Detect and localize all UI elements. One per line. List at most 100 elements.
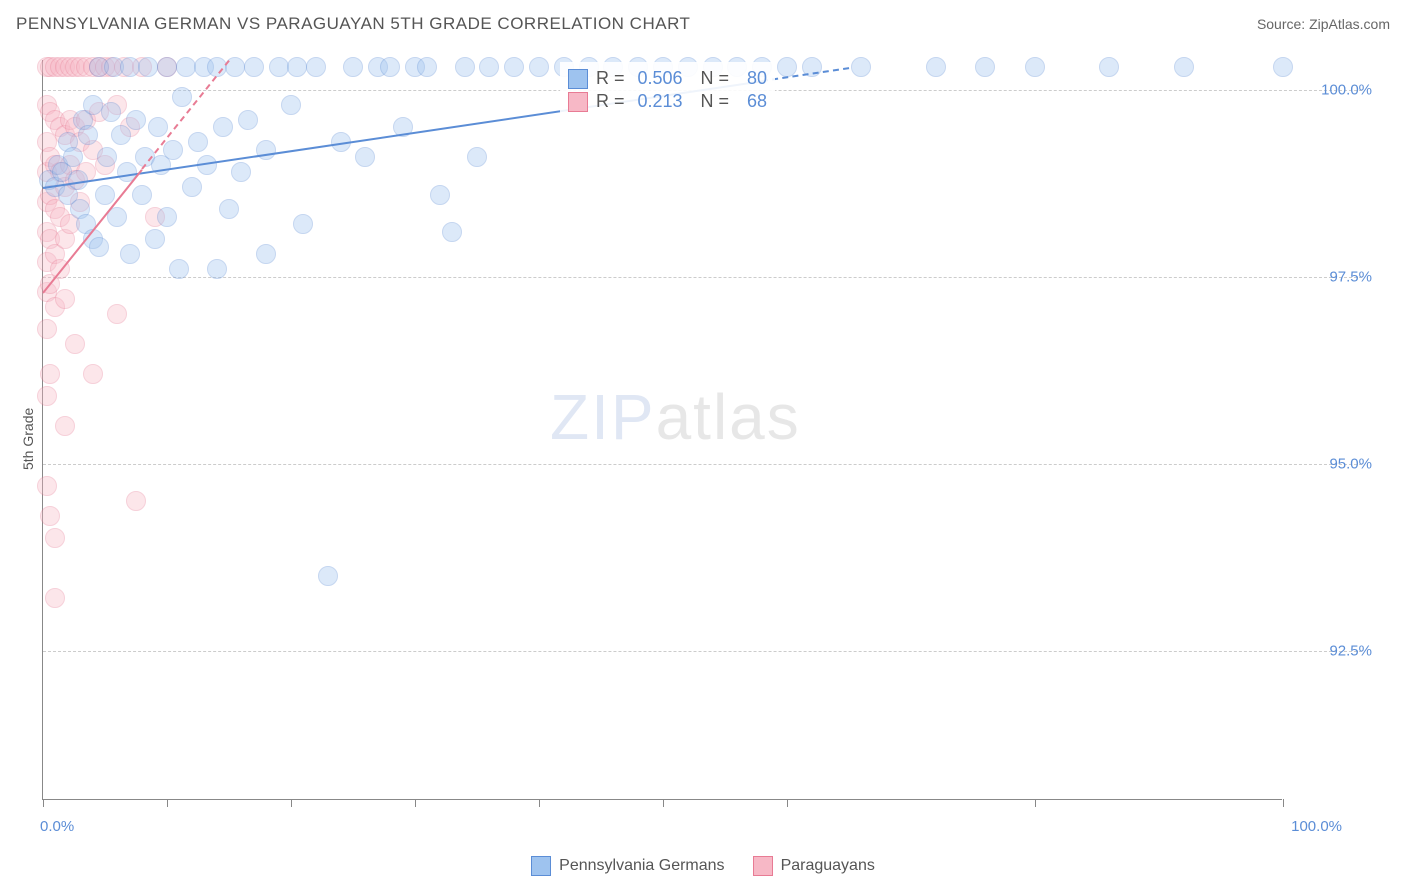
scatter-point: [256, 244, 276, 264]
scatter-point: [182, 177, 202, 197]
scatter-point: [68, 170, 88, 190]
stats-swatch: [568, 92, 588, 112]
scatter-point: [157, 207, 177, 227]
scatter-point: [78, 125, 98, 145]
scatter-point: [157, 57, 177, 77]
scatter-point: [63, 147, 83, 167]
scatter-point: [40, 364, 60, 384]
scatter-point: [176, 57, 196, 77]
scatter-point: [1174, 57, 1194, 77]
stats-row: R =0.213N =68: [568, 91, 767, 112]
scatter-point: [145, 229, 165, 249]
gridline-horizontal: [43, 651, 1362, 652]
stats-r-label: R =: [596, 91, 625, 112]
scatter-point: [213, 117, 233, 137]
legend-label: Pennsylvania Germans: [559, 857, 724, 875]
x-tick: [167, 799, 168, 807]
scatter-point: [132, 185, 152, 205]
scatter-point: [37, 386, 57, 406]
stats-r-label: R =: [596, 68, 625, 89]
scatter-point: [89, 237, 109, 257]
chart-source: Source: ZipAtlas.com: [1257, 16, 1390, 32]
scatter-point: [529, 57, 549, 77]
scatter-point: [45, 528, 65, 548]
scatter-point: [97, 147, 117, 167]
scatter-point: [37, 476, 57, 496]
scatter-point: [169, 259, 189, 279]
scatter-point: [231, 162, 251, 182]
correlation-stats-box: R =0.506N =80R =0.213N =68: [560, 62, 775, 118]
scatter-point: [40, 506, 60, 526]
scatter-point: [55, 289, 75, 309]
x-tick: [1283, 799, 1284, 807]
stats-swatch: [568, 69, 588, 89]
scatter-point: [455, 57, 475, 77]
scatter-point: [120, 57, 140, 77]
scatter-point: [83, 95, 103, 115]
scatter-point: [101, 102, 121, 122]
x-tick: [1035, 799, 1036, 807]
gridline-horizontal: [43, 277, 1362, 278]
scatter-point: [417, 57, 437, 77]
x-tick: [787, 799, 788, 807]
legend-label: Paraguayans: [781, 857, 875, 875]
scatter-point: [238, 110, 258, 130]
scatter-point: [287, 57, 307, 77]
scatter-point: [306, 57, 326, 77]
scatter-point: [281, 95, 301, 115]
x-tick-label: 0.0%: [40, 818, 74, 835]
y-tick-label: 92.5%: [1329, 642, 1372, 659]
y-tick-label: 100.0%: [1321, 81, 1372, 98]
scatter-point: [126, 110, 146, 130]
stats-n-value: 80: [737, 68, 767, 89]
scatter-point: [926, 57, 946, 77]
legend-item: Pennsylvania Germans: [531, 856, 724, 876]
scatter-point: [111, 125, 131, 145]
x-tick-label: 100.0%: [1232, 818, 1342, 835]
scatter-point: [219, 199, 239, 219]
scatter-point: [380, 57, 400, 77]
stats-row: R =0.506N =80: [568, 68, 767, 89]
scatter-point: [188, 132, 208, 152]
scatter-point: [293, 214, 313, 234]
scatter-point: [975, 57, 995, 77]
stats-n-label: N =: [701, 91, 730, 112]
legend-item: Paraguayans: [753, 856, 875, 876]
scatter-point: [172, 87, 192, 107]
scatter-point: [120, 244, 140, 264]
x-tick: [291, 799, 292, 807]
scatter-point: [37, 319, 57, 339]
scatter-point: [126, 491, 146, 511]
scatter-point: [504, 57, 524, 77]
y-tick-label: 97.5%: [1329, 268, 1372, 285]
scatter-point: [851, 57, 871, 77]
legend-swatch: [753, 856, 773, 876]
scatter-point: [479, 57, 499, 77]
chart-title: PENNSYLVANIA GERMAN VS PARAGUAYAN 5TH GR…: [16, 14, 690, 34]
scatter-point: [343, 57, 363, 77]
stats-r-value: 0.506: [633, 68, 683, 89]
scatter-point: [45, 588, 65, 608]
stats-r-value: 0.213: [633, 91, 683, 112]
scatter-point: [355, 147, 375, 167]
scatter-point: [467, 147, 487, 167]
gridline-horizontal: [43, 464, 1362, 465]
x-tick: [663, 799, 664, 807]
x-tick: [415, 799, 416, 807]
scatter-plot-area: [42, 60, 1282, 800]
scatter-point: [430, 185, 450, 205]
scatter-point: [65, 334, 85, 354]
y-tick-label: 95.0%: [1329, 455, 1372, 472]
scatter-point: [55, 416, 75, 436]
scatter-point: [163, 140, 183, 160]
scatter-point: [1273, 57, 1293, 77]
scatter-point: [207, 259, 227, 279]
x-tick: [539, 799, 540, 807]
scatter-point: [244, 57, 264, 77]
scatter-point: [138, 57, 158, 77]
legend-swatch: [531, 856, 551, 876]
x-tick: [43, 799, 44, 807]
scatter-point: [83, 364, 103, 384]
scatter-point: [95, 185, 115, 205]
scatter-point: [269, 57, 289, 77]
